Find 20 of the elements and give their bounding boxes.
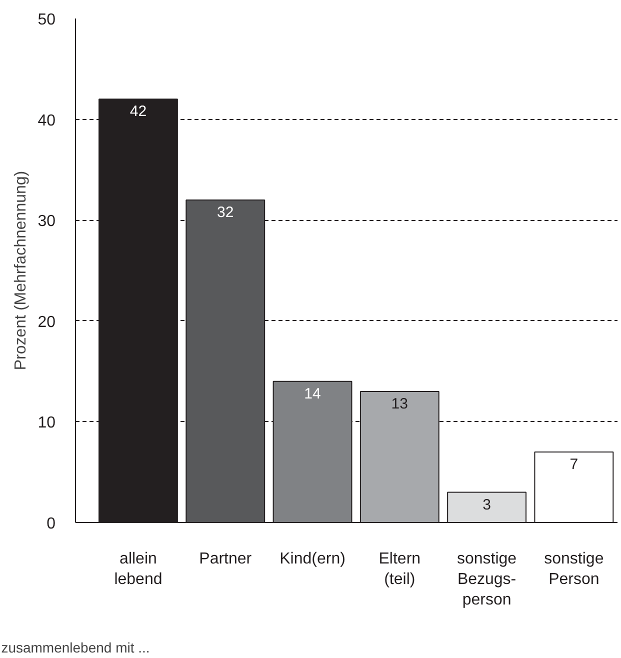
x-tick-label: Kind(ern)	[280, 550, 346, 568]
y-tick-label: 10	[38, 414, 56, 432]
data-label: 42	[130, 103, 147, 120]
y-tick-label: 30	[38, 213, 56, 230]
y-tick-label: 50	[38, 12, 56, 28]
data-label: 13	[391, 395, 408, 412]
x-tick-label: Eltern (teil)	[378, 550, 421, 588]
data-label: 3	[482, 496, 491, 514]
x-tick-label: sonstige Person	[544, 550, 604, 588]
data-label: 32	[217, 204, 234, 221]
y-tick-label: 0	[46, 516, 56, 532]
x-tick-label: sonstige Bezugs- person	[456, 550, 517, 608]
data-label: 14	[304, 385, 321, 402]
y-axis-title: Prozent (Mehrfachnennung)	[12, 170, 30, 370]
data-label: 7	[570, 456, 578, 473]
x-axis-title: zusammenlebend mit ...	[1, 639, 150, 656]
x-tick-label: Partner	[199, 550, 252, 568]
y-tick-label: 20	[38, 314, 56, 331]
x-tick-label: allein lebend	[114, 550, 162, 588]
y-tick-label: 40	[38, 112, 56, 130]
